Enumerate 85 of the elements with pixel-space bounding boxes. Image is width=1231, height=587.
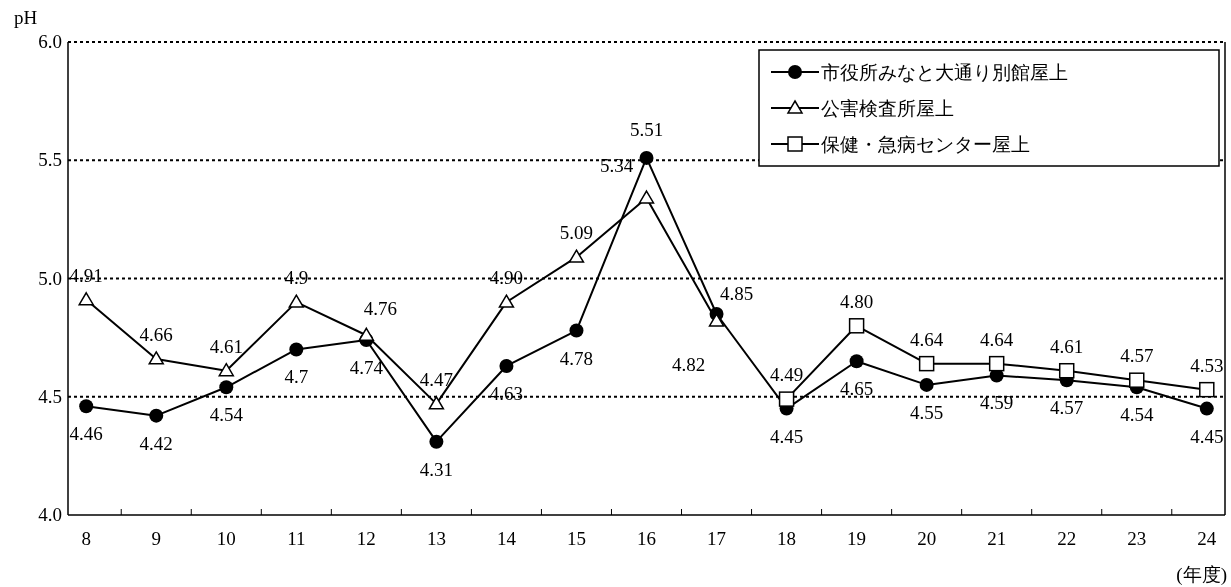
data-label: 4.53 — [1190, 354, 1224, 376]
data-label: 4.85 — [719, 282, 754, 304]
data-label: 4.55 — [910, 401, 944, 423]
x-tick-label: 15 — [566, 528, 586, 549]
data-label: 5.34 — [599, 155, 634, 177]
x-tick-label: 12 — [356, 528, 376, 549]
point — [1199, 401, 1214, 416]
x-tick-label: 22 — [1057, 528, 1077, 549]
legend-label: 公害検査所屋上 — [821, 98, 954, 119]
x-tick-label: 14 — [496, 528, 517, 549]
data-label: 4.45 — [1190, 425, 1224, 447]
point — [498, 294, 515, 308]
point — [149, 408, 164, 423]
data-label: 4.74 — [349, 356, 384, 378]
x-tick-label: 10 — [216, 528, 236, 549]
data-label: 4.46 — [69, 423, 103, 445]
x-tick-label: 24 — [1197, 528, 1217, 549]
data-label: 4.61 — [209, 335, 243, 357]
legend-label: 保健・急病センター屋上 — [821, 134, 1030, 155]
legend-label: 市役所みなと大通り別館屋上 — [821, 62, 1068, 83]
x-tick-label: 18 — [777, 528, 797, 549]
data-label: 4.66 — [139, 323, 173, 345]
x-tick-label: 9 — [151, 528, 161, 549]
point — [79, 399, 94, 414]
x-tick-label: 17 — [707, 528, 727, 549]
point — [428, 396, 445, 410]
data-label: 4.57 — [1050, 397, 1084, 419]
point — [708, 313, 725, 327]
point — [568, 249, 585, 263]
data-label: 4.31 — [419, 458, 454, 480]
data-label: 4.64 — [980, 328, 1014, 350]
x-tick-label: 8 — [81, 528, 91, 549]
point — [848, 318, 865, 334]
data-label: 5.09 — [559, 222, 594, 244]
point — [919, 377, 934, 392]
data-label: 4.47 — [419, 368, 454, 390]
data-label: 4.91 — [69, 264, 103, 286]
data-label: 4.76 — [363, 298, 397, 320]
point — [358, 327, 375, 341]
x-tick-label: 23 — [1127, 528, 1147, 549]
data-label: 4.42 — [139, 432, 173, 454]
point — [638, 190, 655, 204]
point — [1199, 381, 1215, 398]
y-tick-label: 6.0 — [38, 31, 62, 52]
point — [218, 362, 235, 377]
point — [1058, 362, 1075, 379]
y-axis-title: pH — [14, 7, 38, 28]
data-label: 4.64 — [910, 328, 944, 350]
point — [429, 434, 444, 449]
data-label: 4.54 — [1120, 404, 1154, 426]
data-label: 4.49 — [769, 364, 804, 386]
point — [219, 380, 234, 395]
point — [639, 150, 654, 165]
y-tick-label: 5.0 — [38, 267, 62, 289]
point — [289, 342, 304, 357]
x-tick-label: 20 — [917, 528, 937, 549]
x-tick-label: 16 — [637, 528, 656, 549]
data-label: 4.82 — [671, 354, 706, 376]
data-label: 4.54 — [209, 404, 244, 426]
data-label: 4.78 — [559, 347, 594, 369]
x-tick-label: 19 — [847, 528, 867, 549]
data-label: 5.51 — [629, 118, 664, 140]
y-tick-label: 4.5 — [38, 385, 62, 407]
data-label: 4.61 — [1050, 335, 1084, 357]
point — [78, 292, 94, 306]
point — [1129, 372, 1145, 388]
x-axis-title: (年度) — [1176, 564, 1227, 586]
point — [988, 355, 1005, 372]
point — [918, 355, 935, 372]
x-tick-label: 11 — [287, 528, 306, 549]
data-label: 4.45 — [769, 425, 804, 447]
point — [499, 359, 514, 374]
data-label: 4.7 — [284, 366, 309, 388]
data-label: 4.57 — [1120, 345, 1154, 367]
y-tick-label: 4.0 — [38, 504, 62, 525]
point — [288, 294, 305, 308]
point — [148, 351, 164, 365]
data-label: 4.65 — [839, 378, 874, 400]
point — [569, 323, 584, 338]
x-tick-label: 21 — [987, 528, 1007, 549]
x-tick-label: 13 — [426, 528, 446, 549]
data-label: 4.80 — [839, 290, 874, 312]
point — [849, 354, 864, 369]
point — [778, 391, 795, 407]
y-tick-label: 5.5 — [38, 149, 62, 171]
